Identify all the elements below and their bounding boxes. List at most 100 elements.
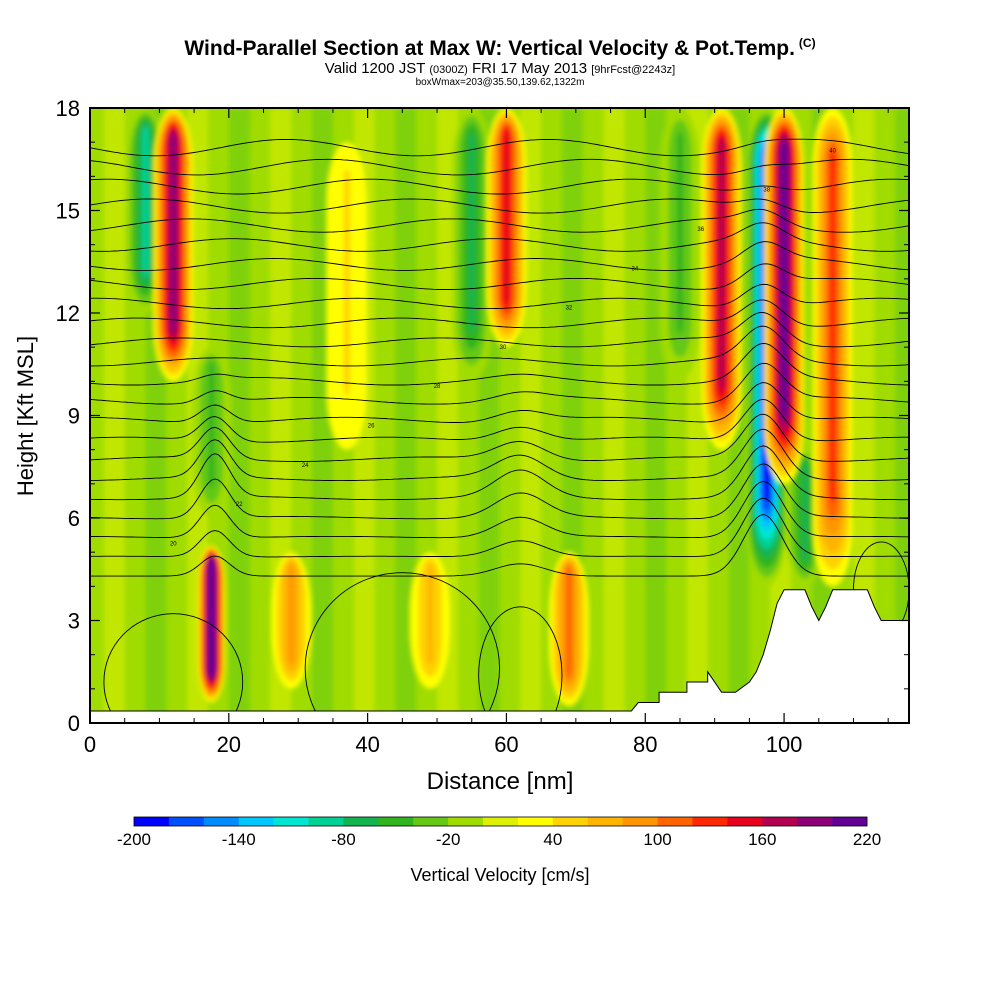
isentrope-contours: 20 22 24 26 28 30 32 34 36 38 40 — [90, 138, 909, 723]
colorbar-swatch — [483, 817, 519, 826]
x-tick-label: 0 — [84, 732, 96, 757]
colorbar-swatch — [134, 817, 170, 826]
colorbar-tick-label: -200 — [117, 830, 151, 849]
chart-subtitle-2: boxWmax=203@35.50,139.62,1322m — [415, 77, 585, 88]
isentrope-line — [90, 463, 909, 520]
isentrope-loop — [304, 572, 500, 723]
isentrope-loop — [478, 606, 563, 723]
colorbar-swatch — [308, 817, 344, 826]
isentrope-label: 30 — [500, 345, 507, 351]
colorbar: -200 -140 -80 -20 40 100 160 220 — [117, 816, 881, 849]
axes: 0 20 40 60 80 100 0 36 9 12 15 18 — [56, 96, 909, 757]
y-axis-label: Height [Kft MSL] — [13, 336, 38, 496]
downdraft-cell — [208, 362, 215, 488]
isentrope-label: 26 — [368, 423, 375, 429]
colorbar-tick-label: 40 — [543, 830, 562, 849]
y-tick-label: 6 — [68, 506, 80, 531]
y-tick-label: 9 — [68, 404, 80, 429]
isentrope-label: 28 — [434, 384, 441, 390]
field-band — [853, 108, 875, 723]
field-band — [103, 108, 125, 723]
colorbar-swatch — [378, 817, 414, 826]
downdraft-cell — [801, 461, 808, 563]
chart-title: Wind-Parallel Section at Max W: Vertical… — [184, 36, 816, 60]
colorbar-tick-label: -80 — [331, 830, 356, 849]
isentrope-line — [90, 514, 909, 577]
isentrope-line — [90, 241, 909, 271]
x-tick-label: 60 — [494, 732, 518, 757]
isentrope-loop — [103, 613, 244, 723]
updraft-cell — [209, 559, 214, 675]
colorbar-tick-label: 220 — [853, 830, 881, 849]
colorbar-swatch — [832, 817, 868, 826]
x-axis-label: Distance [nm] — [427, 768, 574, 795]
colorbar-swatch — [168, 817, 205, 826]
terrain — [90, 589, 909, 723]
isentrope-label: 40 — [829, 148, 836, 154]
colorbar-swatch — [517, 817, 554, 826]
colorbar-label: Vertical Velocity [cm/s] — [410, 865, 589, 885]
colorbar-swatch — [622, 817, 658, 826]
x-tick-label: 100 — [766, 732, 803, 757]
colorbar-swatch — [797, 817, 833, 826]
x-tick-label: 40 — [355, 732, 379, 757]
isentrope-line — [90, 428, 909, 482]
x-tick-label: 20 — [217, 732, 241, 757]
isentrope-label: 32 — [566, 306, 573, 312]
colorbar-swatch — [238, 817, 274, 826]
colorbar-swatch — [692, 817, 728, 826]
updraft-cell — [565, 565, 572, 679]
updraft-cell — [288, 564, 295, 665]
colorbar-tick-label: -140 — [222, 830, 256, 849]
y-tick-label: 15 — [56, 199, 80, 224]
downdraft-cell — [468, 132, 475, 334]
updraft-cell — [170, 132, 177, 334]
isentrope-line — [90, 342, 909, 386]
isentrope-line — [90, 312, 909, 348]
colorbar-swatch — [448, 817, 484, 826]
chart-subtitle: Valid 1200 JST (0300Z) FRI 17 May 2013 [… — [324, 60, 676, 77]
updraft-cell — [503, 129, 510, 306]
isentrope-line — [90, 138, 909, 157]
isentrope-line — [90, 325, 909, 367]
isentrope-line — [90, 497, 909, 558]
colorbar-tick-label: -20 — [436, 830, 461, 849]
colorbar-swatch — [273, 817, 309, 826]
updraft-cell — [427, 564, 434, 665]
isentrope-label: 24 — [302, 463, 309, 469]
field-band — [228, 108, 250, 723]
colorbar-swatch — [413, 817, 449, 826]
colorbar-frame — [133, 816, 868, 827]
isentrope-line — [90, 445, 909, 501]
colorbar-swatch — [343, 817, 379, 826]
y-tick-label: 12 — [56, 301, 80, 326]
isentrope-line — [90, 283, 909, 310]
colorbar-swatch — [552, 817, 589, 826]
isentrope-label: 22 — [236, 502, 243, 508]
colorbar-swatch — [727, 817, 763, 826]
isentrope-line — [90, 198, 909, 214]
updraft-cell — [781, 141, 788, 418]
isentrope-line — [90, 362, 909, 405]
colorbar-swatch — [203, 817, 240, 826]
y-tick-label: 0 — [68, 711, 80, 736]
isentrope-line — [90, 382, 909, 423]
isentrope-line — [90, 158, 909, 176]
isentrope-label: 38 — [763, 188, 770, 194]
downdraft-cell — [142, 126, 149, 277]
isentrope-line — [90, 299, 909, 329]
colorbar-swatch — [657, 817, 693, 826]
updraft-cell — [829, 150, 836, 503]
colorbar-tick-label: 160 — [748, 830, 776, 849]
isentrope-line — [90, 480, 909, 539]
colorbar-tick-label: 100 — [643, 830, 671, 849]
terrain-profile — [90, 589, 909, 723]
title-mark: (C) — [798, 36, 816, 50]
isentrope-label: 36 — [697, 227, 704, 233]
x-tick-label: 80 — [633, 732, 657, 757]
isentrope-label: 20 — [170, 541, 177, 547]
y-tick-label: 18 — [56, 96, 80, 121]
colorbar-swatch — [587, 817, 623, 826]
colorbar-swatch — [762, 817, 798, 826]
downdraft-cell — [676, 132, 683, 334]
